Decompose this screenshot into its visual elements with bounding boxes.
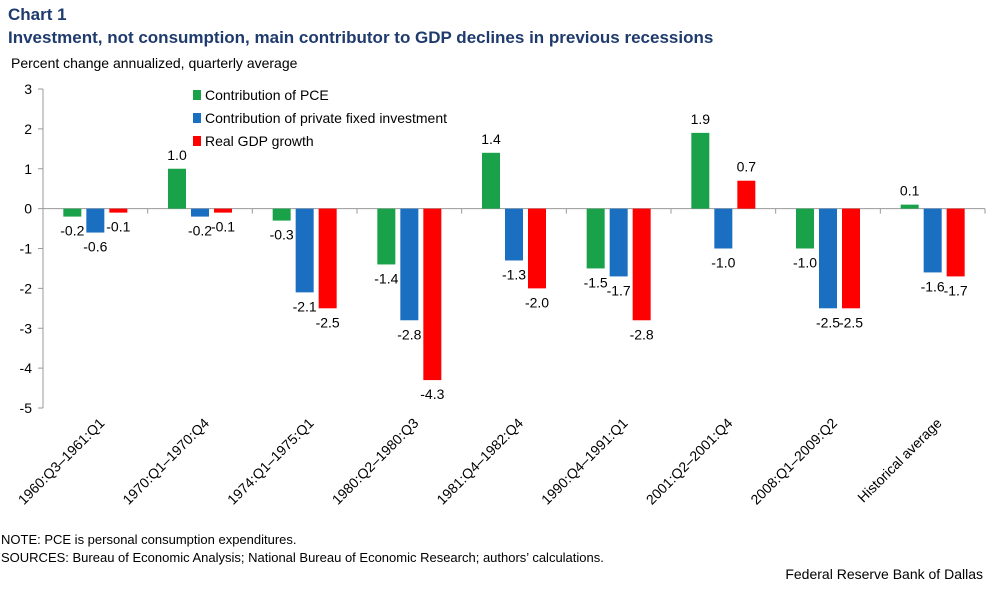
- x-category-label: 1960:Q3–1961:Q1: [15, 415, 108, 508]
- x-category-label: 1990:Q4–1991:Q1: [538, 415, 631, 508]
- data-label-series-1: 1.0: [167, 147, 187, 163]
- data-label-series-3: -2.5: [839, 314, 863, 330]
- bar-chart: 3210-1-2-3-4-5-0.2-0.6-0.11960:Q3–1961:Q…: [15, 81, 986, 508]
- y-tick-label: 2: [24, 121, 32, 137]
- legend-label-series-2: Contribution of private fixed investment: [205, 110, 447, 126]
- data-label-series-1: 1.9: [691, 111, 711, 127]
- legend-label-series-3: Real GDP growth: [205, 133, 314, 149]
- legend-swatch-series-2: [193, 113, 201, 123]
- bar-series-2: [295, 208, 314, 293]
- data-label-series-2: -1.3: [502, 266, 526, 282]
- data-label-series-3: -2.0: [525, 294, 549, 310]
- chart-title: Investment, not consumption, main contri…: [8, 28, 714, 47]
- chart-number: Chart 1: [8, 5, 67, 24]
- data-label-series-3: -0.1: [211, 219, 235, 235]
- data-label-series-1: -1.0: [793, 255, 817, 271]
- x-category-label: 1970:Q1–1970:Q4: [119, 415, 212, 508]
- bar-series-2: [400, 208, 419, 321]
- y-axis-unit-label: Percent change annualized, quarterly ave…: [11, 55, 298, 71]
- y-tick-label: -2: [20, 280, 33, 296]
- bar-series-1: [482, 152, 500, 209]
- bar-series-1: [272, 208, 291, 221]
- x-category-label: Historical average: [854, 415, 945, 506]
- data-label-series-3: 0.7: [737, 159, 757, 175]
- y-tick-label: -1: [20, 241, 33, 257]
- data-label-series-3: -1.7: [944, 282, 968, 298]
- y-tick-label: 3: [24, 81, 32, 97]
- bar-series-1: [796, 208, 814, 249]
- bar-series-2: [609, 208, 628, 277]
- data-label-series-3: -2.8: [630, 326, 654, 342]
- bar-series-1: [63, 208, 82, 217]
- bar-series-2: [86, 208, 105, 233]
- bar-series-2: [505, 208, 523, 261]
- legend-swatch-series-3: [193, 136, 201, 146]
- bar-series-3: [632, 208, 651, 321]
- data-label-series-2: -2.5: [816, 314, 840, 330]
- bar-series-2: [819, 208, 837, 309]
- data-label-series-3: -4.3: [420, 386, 444, 402]
- y-tick-label: -3: [20, 320, 33, 336]
- bar-series-1: [377, 208, 396, 265]
- sources-note: SOURCES: Bureau of Economic Analysis; Na…: [1, 550, 604, 565]
- data-label-series-2: -1.7: [607, 282, 631, 298]
- data-label-series-1: -1.4: [374, 270, 398, 286]
- bar-series-2: [714, 208, 733, 249]
- data-label-series-3: -2.5: [316, 314, 340, 330]
- bar-series-1: [168, 168, 186, 209]
- y-tick-label: -5: [20, 400, 33, 416]
- bar-series-3: [318, 208, 337, 309]
- bar-series-3: [214, 208, 232, 213]
- data-label-series-2: -0.2: [188, 223, 212, 239]
- x-category-label: 1981:Q4–1982:Q4: [433, 415, 526, 508]
- data-label-series-2: -2.8: [397, 326, 421, 342]
- x-category-label: 1974:Q1–1975:Q1: [224, 415, 317, 508]
- x-category-label: 2008:Q1–2009:Q2: [747, 415, 840, 508]
- bar-series-1: [691, 132, 710, 209]
- data-label-series-2: -1.6: [921, 278, 945, 294]
- data-label-series-2: -1.0: [711, 255, 735, 271]
- bar-series-3: [109, 208, 128, 213]
- data-label-series-1: -0.3: [270, 227, 294, 243]
- legend-label-series-1: Contribution of PCE: [205, 87, 329, 103]
- data-label-series-3: -0.1: [106, 219, 130, 235]
- bar-series-3: [842, 208, 860, 309]
- x-category-label: 2001:Q2–2001:Q4: [643, 415, 736, 508]
- bar-series-1: [900, 204, 919, 209]
- data-label-series-1: 0.1: [900, 183, 920, 199]
- data-label-series-2: -2.1: [293, 298, 317, 314]
- bar-series-3: [737, 180, 756, 209]
- data-label-series-1: 1.4: [481, 131, 501, 147]
- y-tick-label: -4: [20, 360, 33, 376]
- bar-series-3: [423, 208, 442, 381]
- credit-line: Federal Reserve Bank of Dallas: [785, 566, 983, 582]
- legend-swatch-series-1: [193, 90, 201, 100]
- x-category-label: 1980:Q2–1980:Q3: [329, 415, 422, 508]
- bar-series-2: [191, 208, 209, 217]
- bar-series-3: [946, 208, 965, 277]
- data-label-series-1: -0.2: [60, 223, 84, 239]
- footnote: NOTE: PCE is personal consumption expend…: [1, 532, 297, 547]
- bar-series-1: [586, 208, 605, 269]
- bar-series-3: [528, 208, 546, 289]
- data-label-series-1: -1.5: [584, 274, 608, 290]
- data-label-series-2: -0.6: [83, 239, 107, 255]
- y-tick-label: 1: [24, 161, 32, 177]
- y-tick-label: 0: [24, 201, 32, 217]
- bar-series-2: [923, 208, 942, 273]
